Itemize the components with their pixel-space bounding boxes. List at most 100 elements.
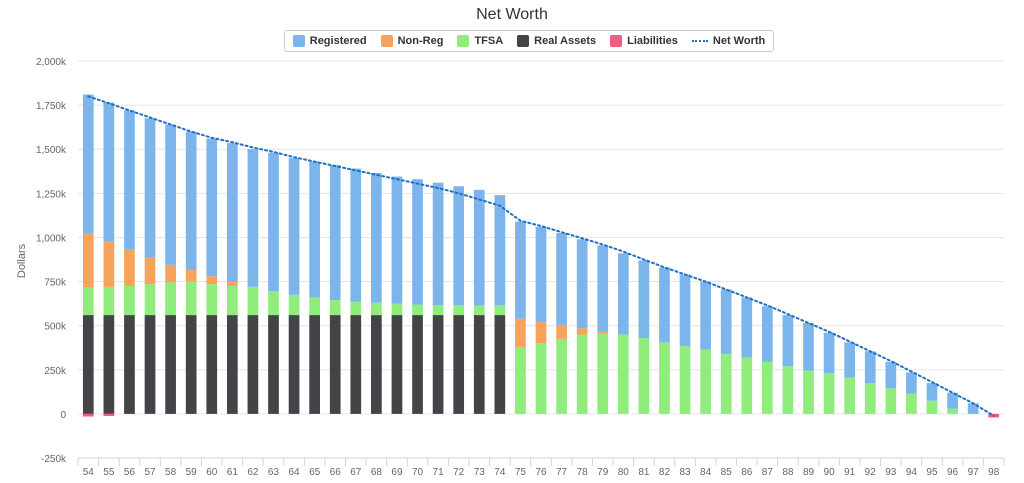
legend-item-real-assets[interactable]: Real Assets [517, 35, 596, 47]
bar-non-reg [206, 276, 218, 285]
bar-tfsa [906, 393, 917, 414]
y-tick-label: 1,750k [36, 101, 67, 112]
legend-item-net-worth[interactable]: Net Worth [691, 35, 765, 47]
x-tick-label: 54 [83, 467, 95, 478]
bar-real-assets [247, 315, 259, 414]
x-tick-label: 90 [824, 467, 836, 478]
y-tick-label: 500k [44, 322, 67, 333]
y-tick-label: 2,000k [36, 57, 67, 68]
bar-real-assets [329, 315, 341, 414]
bar-tfsa [350, 301, 362, 316]
legend-item-registered[interactable]: Registered [292, 35, 367, 47]
x-tick-label: 63 [268, 467, 280, 478]
bar-registered [617, 253, 629, 335]
bar-tfsa [124, 285, 135, 316]
legend-swatch-non-reg [380, 35, 393, 47]
bar-tfsa [947, 408, 958, 414]
y-tick-label: 0 [60, 410, 66, 421]
x-tick-label: 97 [968, 467, 980, 478]
bar-tfsa [864, 383, 876, 414]
legend-item-liabilities[interactable]: Liabilities [610, 35, 678, 47]
x-tick-label: 91 [844, 467, 856, 478]
bar-real-assets [309, 315, 320, 414]
bar-non-reg [597, 330, 609, 334]
x-tick-label: 69 [391, 467, 403, 478]
x-tick-label: 68 [371, 467, 383, 478]
chart-title: Net Worth [476, 6, 548, 23]
x-tick-label: 71 [433, 467, 445, 478]
bar-liabilities [82, 413, 94, 417]
bar-registered [823, 332, 835, 374]
x-tick-label: 64 [289, 467, 301, 478]
bar-registered [679, 274, 691, 346]
bar-registered [700, 281, 711, 350]
bar-non-reg [535, 322, 547, 344]
bar-tfsa [309, 297, 320, 316]
bar-real-assets [412, 315, 423, 414]
bar-tfsa [185, 281, 197, 316]
x-tick-label: 57 [144, 467, 156, 478]
bar-registered [165, 124, 176, 265]
bar-real-assets [350, 315, 362, 414]
legend-swatch-tfsa [457, 35, 470, 47]
bar-registered [412, 179, 423, 305]
legend-label: Non-Reg [397, 35, 444, 47]
bar-real-assets [165, 315, 176, 414]
net-worth-line [87, 95, 995, 417]
y-tick-label: 250k [44, 366, 67, 377]
legend-item-tfsa[interactable]: TFSA [457, 35, 503, 47]
x-tick-label: 88 [782, 467, 794, 478]
bar-registered [762, 306, 773, 362]
legend: Registered Non-Reg TFSA Real Assets Liab… [284, 30, 774, 52]
legend-swatch-registered [292, 35, 305, 47]
x-tick-label: 84 [700, 467, 712, 478]
bar-real-assets [124, 315, 135, 414]
y-tick-label: -250k [41, 454, 67, 465]
bar-tfsa [762, 361, 773, 414]
x-tick-label: 61 [227, 467, 239, 478]
bar-real-assets [473, 315, 485, 414]
bar-tfsa [144, 284, 156, 316]
bar-tfsa [700, 349, 711, 414]
bar-real-assets [206, 315, 218, 414]
bar-tfsa [597, 333, 609, 414]
y-tick-label: 1,250k [36, 189, 67, 200]
bar-tfsa [926, 400, 938, 414]
legend-label: Registered [309, 35, 367, 47]
bar-registered [741, 297, 753, 358]
bar-real-assets [144, 315, 156, 414]
bar-registered [103, 102, 115, 242]
bar-tfsa [515, 346, 526, 414]
x-tick-label: 95 [926, 467, 938, 478]
bar-tfsa [679, 345, 691, 414]
legend-line-net-worth [691, 40, 708, 42]
bar-tfsa [82, 287, 94, 316]
x-tick-label: 78 [577, 467, 589, 478]
bar-tfsa [617, 334, 629, 414]
x-tick-label: 66 [330, 467, 342, 478]
x-tick-label: 86 [741, 467, 753, 478]
bar-registered [371, 173, 382, 303]
bar-registered [206, 138, 218, 277]
bar-registered [226, 143, 238, 282]
x-tick-label: 72 [453, 467, 465, 478]
bar-registered [494, 195, 506, 306]
bar-registered [309, 161, 320, 298]
bar-registered [597, 245, 609, 331]
x-tick-label: 98 [988, 467, 1000, 478]
x-tick-label: 81 [638, 467, 650, 478]
bar-registered [967, 403, 979, 414]
bar-registered [82, 94, 94, 234]
bar-non-reg [515, 318, 526, 347]
x-tick-label: 75 [515, 467, 527, 478]
x-tick-label: 79 [597, 467, 609, 478]
x-tick-label: 60 [206, 467, 218, 478]
x-tick-label: 56 [124, 467, 136, 478]
bar-tfsa [741, 357, 753, 414]
bar-tfsa [288, 294, 300, 316]
bar-registered [288, 158, 300, 295]
x-tick-label: 87 [762, 467, 774, 478]
legend-item-non-reg[interactable]: Non-Reg [380, 35, 444, 47]
